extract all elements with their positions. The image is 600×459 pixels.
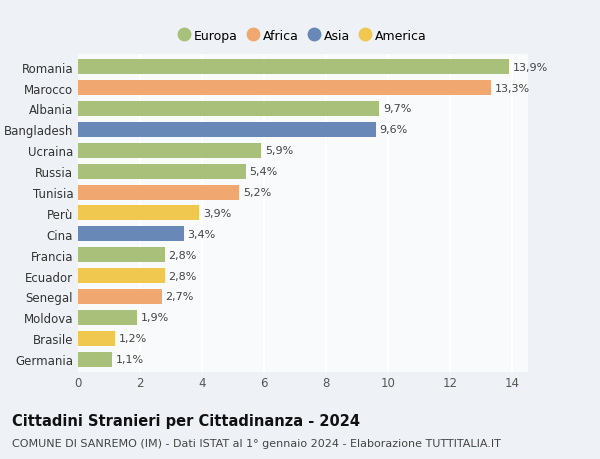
Bar (78, 143, 261, 158)
Bar (78, 123, 376, 138)
Text: 13,9%: 13,9% (513, 62, 548, 73)
Bar (78, 206, 199, 221)
Bar (78, 289, 162, 304)
Bar (78, 331, 115, 346)
Text: 2,8%: 2,8% (169, 271, 197, 281)
Text: 5,4%: 5,4% (250, 167, 278, 177)
Text: 9,7%: 9,7% (383, 104, 411, 114)
Bar (78, 352, 112, 367)
Text: 2,7%: 2,7% (166, 292, 194, 302)
Bar (78, 269, 165, 284)
Bar (78, 247, 165, 263)
Text: 1,2%: 1,2% (119, 333, 147, 343)
Bar (78, 164, 245, 179)
Text: 9,6%: 9,6% (380, 125, 408, 135)
Text: 13,3%: 13,3% (494, 84, 530, 94)
Bar (78, 227, 184, 242)
Text: 1,9%: 1,9% (140, 313, 169, 323)
Text: 2,8%: 2,8% (169, 250, 197, 260)
Legend: Europa, Africa, Asia, America: Europa, Africa, Asia, America (179, 30, 427, 43)
Bar (78, 81, 491, 96)
Text: 3,9%: 3,9% (203, 208, 231, 218)
Text: 1,1%: 1,1% (116, 354, 144, 364)
Text: Cittadini Stranieri per Cittadinanza - 2024: Cittadini Stranieri per Cittadinanza - 2… (12, 413, 360, 428)
Bar (78, 310, 137, 325)
Bar (78, 102, 379, 117)
Text: 3,4%: 3,4% (187, 230, 215, 239)
Text: 5,9%: 5,9% (265, 146, 293, 156)
Text: 5,2%: 5,2% (243, 188, 271, 197)
Bar (78, 185, 239, 200)
Bar (78, 60, 509, 75)
Text: COMUNE DI SANREMO (IM) - Dati ISTAT al 1° gennaio 2024 - Elaborazione TUTTITALIA: COMUNE DI SANREMO (IM) - Dati ISTAT al 1… (12, 438, 501, 448)
